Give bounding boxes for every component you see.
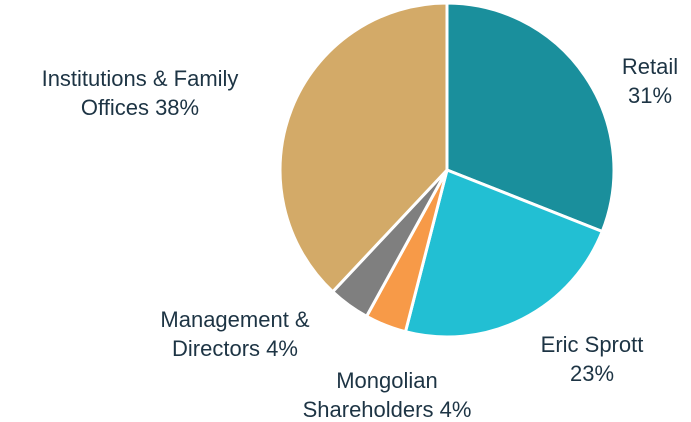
pie-slice: [403, 168, 604, 339]
slice-label: Institutions & Family Offices 38%: [10, 64, 270, 122]
category-name: Management & Directors: [160, 307, 310, 361]
slice-label: Eric Sprott 23%: [522, 330, 662, 388]
category-name: Eric Sprott: [540, 332, 644, 357]
value-label: 31%: [627, 83, 673, 108]
slice-label: Mongolian Shareholders 4%: [287, 366, 487, 422]
value-label: 38%: [155, 95, 200, 120]
value-label: 23%: [569, 361, 615, 386]
value-label: 4%: [439, 397, 472, 422]
slice-label: Management & Directors 4%: [145, 305, 325, 363]
slice-label: Retail 31%: [610, 52, 690, 110]
value-label: 4%: [266, 336, 298, 361]
category-name: Retail: [621, 54, 679, 79]
category-name: Institutions & Family Offices: [41, 66, 239, 120]
pie-slice: [445, 1, 616, 233]
pie-slice: [278, 1, 449, 294]
category-name: Mongolian Shareholders: [302, 368, 438, 422]
